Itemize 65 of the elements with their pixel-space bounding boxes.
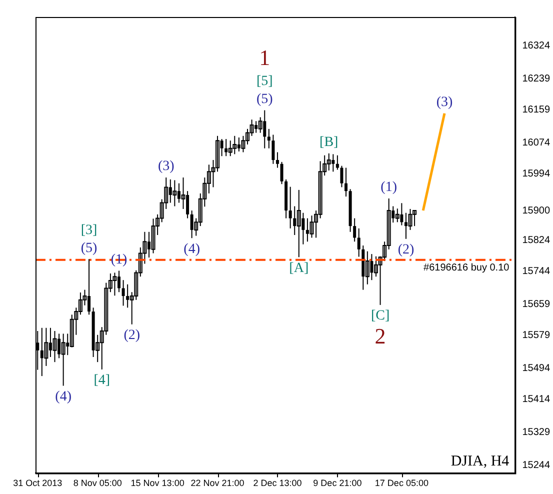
candlestick [280, 161, 284, 185]
ref-line-label: #6196616 buy 0.10 [424, 262, 510, 274]
candlestick [272, 134, 275, 164]
candlestick [241, 135, 246, 153]
candlestick [357, 228, 360, 258]
candlestick [61, 333, 66, 386]
annotation: 1 [259, 45, 270, 70]
y-tick-label: 16074 [522, 138, 550, 149]
candlestick [310, 215, 314, 238]
candlestick [326, 152, 331, 171]
x-tick-label: 17 Dec 05:00 [374, 478, 428, 488]
annotation: (1) [380, 180, 398, 196]
y-tick-label: 15900 [522, 205, 550, 216]
y-tick-label: 16159 [522, 104, 550, 116]
y-tick-label: 16239 [522, 74, 550, 85]
annotation: (2) [398, 242, 414, 258]
y-tick-label: 15824 [522, 234, 550, 246]
annotation: 2 [374, 324, 386, 349]
y-tick-label: 15659 [522, 298, 550, 310]
y-tick-label: 15244 [522, 460, 550, 472]
candlestick [172, 180, 177, 207]
candlestick [276, 152, 279, 168]
annotation: [B] [320, 135, 338, 150]
candlestick [412, 210, 417, 227]
annotation: [5] [256, 74, 273, 89]
y-tick-label: 15494 [522, 363, 550, 374]
x-tick-label: 31 Oct 2013 [13, 478, 62, 488]
annotation: (3) [436, 95, 454, 110]
x-tick-label: 9 Dec 21:00 [313, 478, 362, 488]
candlestick [52, 330, 57, 363]
candlestick [365, 250, 370, 285]
y-tick-label: 15994 [522, 168, 550, 180]
annotation: [A] [289, 260, 309, 276]
annotation: (5) [256, 92, 274, 107]
candlestick [122, 280, 125, 306]
annotation: (2) [124, 328, 140, 344]
candlestick [344, 167, 348, 198]
candlestick [228, 140, 232, 157]
candlestick [353, 218, 356, 242]
y-tick-label: 15579 [522, 330, 550, 341]
candlestick [336, 154, 339, 170]
x-tick-label: 22 Nov 21:00 [190, 478, 244, 488]
y-tick-label: 15414 [522, 394, 550, 406]
x-tick-label: 2 Dec 13:00 [253, 478, 302, 488]
annotation: (4) [184, 242, 200, 257]
y-tick-label: 15744 [522, 266, 550, 277]
annotation: [4] [94, 373, 110, 388]
annotation: (5) [80, 240, 98, 256]
x-tick-label: 15 Nov 13:00 [130, 478, 184, 488]
x-tick-label: 8 Nov 05:00 [73, 478, 122, 488]
candlestick [288, 186, 292, 229]
text: DJIA, H4 [450, 454, 510, 470]
candlestick [408, 208, 412, 230]
candlestick [340, 165, 344, 188]
annotation: (4) [55, 389, 72, 404]
annotation: (3) [158, 159, 175, 174]
candlestick [112, 272, 117, 296]
y-tick-label: 16324 [522, 40, 550, 52]
annotation: [3] [80, 222, 98, 238]
candlestick [267, 128, 270, 149]
y-tick-label: 15329 [522, 427, 550, 438]
candlestick [296, 189, 301, 258]
candlestick [151, 218, 156, 254]
candlestick [232, 135, 237, 155]
annotation: [C] [370, 308, 390, 324]
